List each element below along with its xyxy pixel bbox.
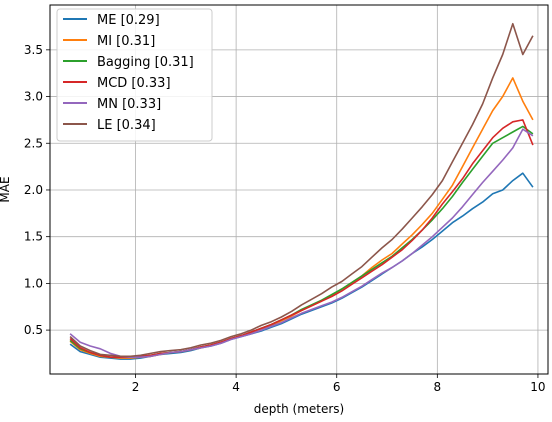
- legend-label: MCD [0.33]: [97, 76, 171, 91]
- legend-label: LE [0.34]: [97, 118, 156, 133]
- x-tick-label: 8: [434, 380, 442, 394]
- y-tick-label: 1.0: [24, 276, 43, 290]
- legend-label: ME [0.29]: [97, 13, 160, 28]
- legend-label: MI [0.31]: [97, 34, 155, 49]
- x-tick-label: 6: [333, 380, 341, 394]
- y-tick-label: 2.5: [24, 136, 43, 150]
- series-line-2: [69, 125, 534, 359]
- x-tick-label: 4: [232, 380, 240, 394]
- y-tick-label: 1.5: [24, 230, 43, 244]
- series-line-3: [69, 119, 534, 359]
- series-line-4: [69, 128, 534, 359]
- series-line-0: [69, 172, 534, 360]
- series-line-5: [69, 22, 534, 358]
- y-tick-label: 0.5: [24, 323, 43, 337]
- y-tick-label: 3.0: [24, 90, 43, 104]
- x-tick-label: 10: [530, 380, 545, 394]
- plot-frame: [49, 4, 549, 375]
- axis-ticks: 2 4 6 8 10 0.5 1.0 1.5 2.0 2.5 3.0 3.5: [24, 43, 546, 394]
- legend-label: MN [0.33]: [97, 97, 161, 112]
- legend-box: [56, 8, 213, 142]
- series-lines: [69, 22, 534, 360]
- y-axis-label: MAE: [0, 176, 12, 202]
- x-tick-label: 2: [132, 380, 140, 394]
- x-axis-label: depth (meters): [254, 402, 344, 416]
- y-tick-label: 2.0: [24, 183, 43, 197]
- y-tick-label: 3.5: [24, 43, 43, 57]
- legend: ME [0.29] MI [0.31] Bagging [0.31] MCD [0.3…: [56, 8, 213, 142]
- legend-label: Bagging [0.31]: [97, 55, 194, 70]
